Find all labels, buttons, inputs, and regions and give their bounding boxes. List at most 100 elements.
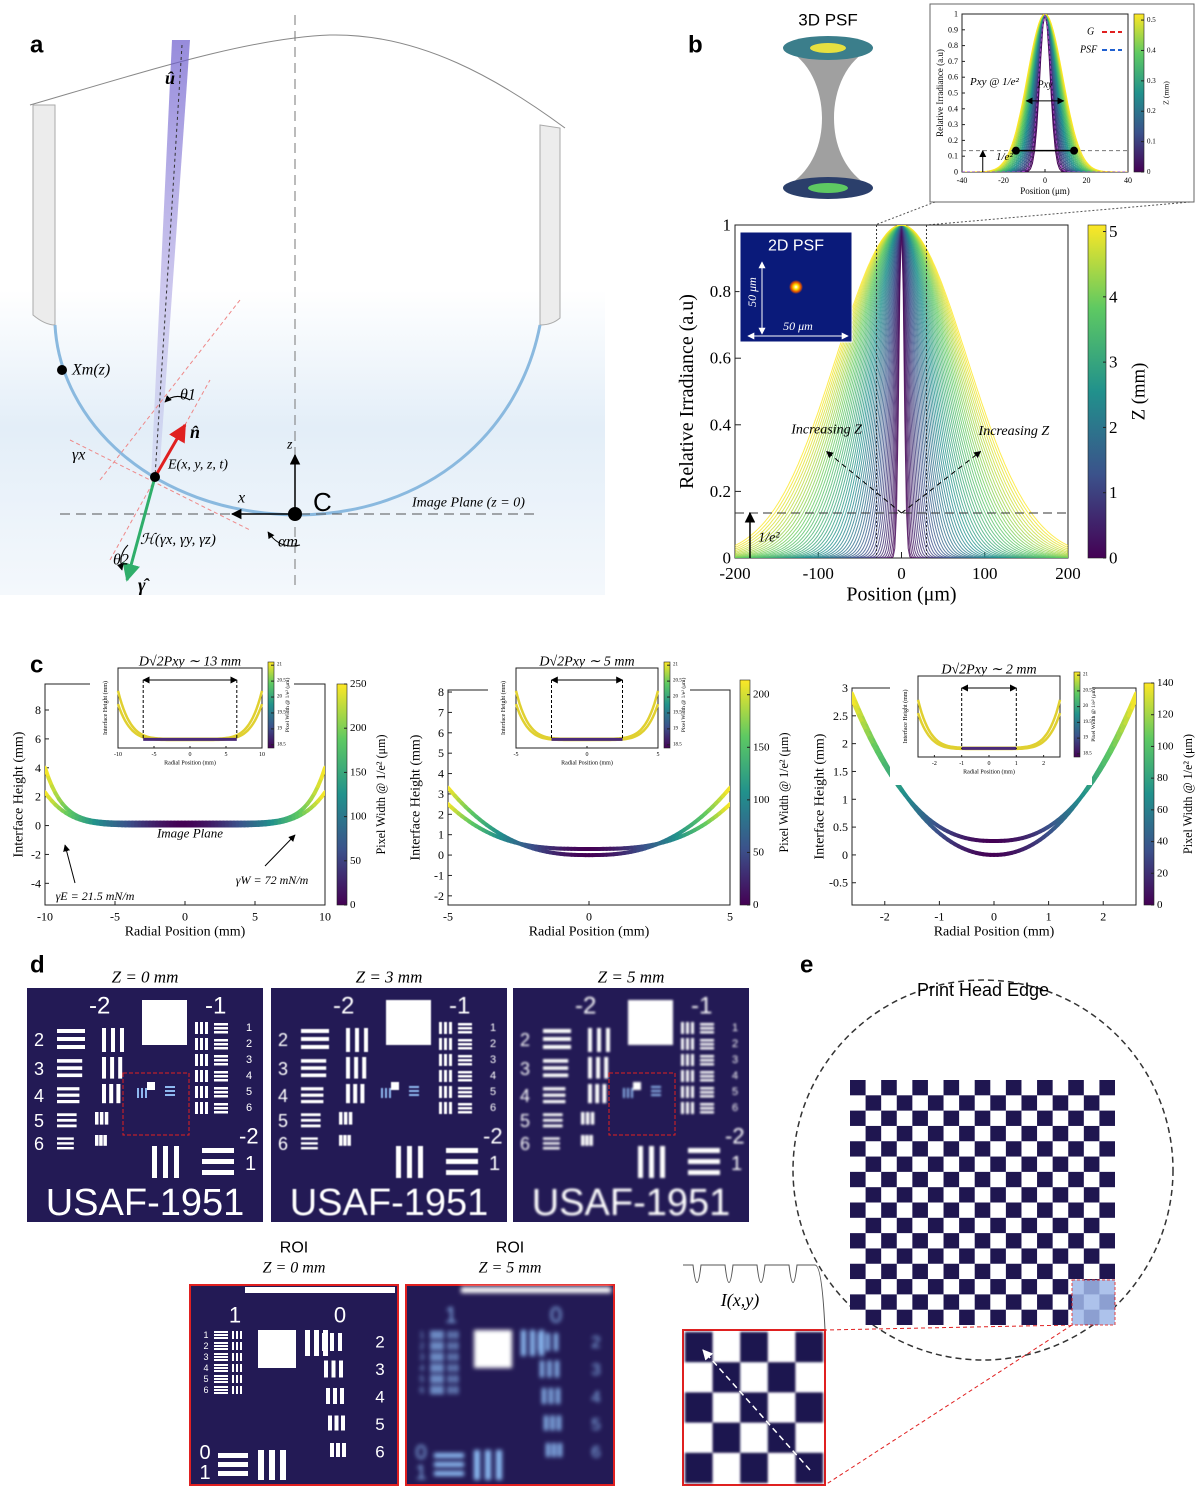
target-bar: [214, 1375, 228, 1377]
target-bar: [540, 1361, 544, 1378]
y-axis-label: Relative Irradiance (a.u): [676, 294, 698, 489]
target-bar: [591, 1112, 595, 1125]
scale-label: 50 μm: [745, 277, 759, 307]
target-bar: [57, 1119, 77, 1122]
roi-label: 1: [415, 1462, 426, 1484]
target-bar: [458, 1023, 472, 1026]
colorbar-tick-label: 0.1: [1147, 138, 1156, 146]
target-bar: [430, 1342, 444, 1344]
colorbar-tick-label: 3: [1109, 353, 1118, 372]
target-bar: [595, 1084, 599, 1103]
target-bar: [543, 1147, 560, 1149]
checker-cell: [850, 1264, 866, 1279]
y-tick-label: 0.8: [948, 41, 958, 50]
checker-cell: [1021, 1157, 1037, 1172]
target-label: 4: [490, 1070, 496, 1082]
panel-label: b: [688, 32, 703, 59]
roi-label: 6: [591, 1443, 600, 1462]
target-bar: [341, 1416, 345, 1431]
target-label: 5: [246, 1086, 252, 1098]
checker-cell: [1084, 1157, 1100, 1172]
target-bar: [543, 1094, 565, 1097]
annotation: ℋ(γx, γy, γz): [140, 532, 216, 548]
checker-cell: [897, 1248, 913, 1263]
target-bar: [205, 1070, 208, 1082]
target-bar: [214, 1087, 228, 1090]
y-tick-label: 1: [723, 216, 732, 235]
target-bar: [57, 1074, 82, 1078]
annotation: z: [286, 438, 293, 453]
target-bar: [152, 1146, 157, 1178]
target-bar: [700, 1075, 714, 1078]
target-bar: [214, 1364, 228, 1366]
target-bar: [360, 1084, 364, 1103]
target-bar: [434, 1471, 464, 1476]
colorbar-tick-label: 21: [673, 663, 679, 668]
target-bar: [588, 1028, 592, 1052]
target-bar: [581, 1112, 585, 1125]
x-tick-label: 1: [1046, 910, 1052, 924]
colorbar-tick-label: 150: [753, 741, 770, 753]
target-bar: [543, 1113, 563, 1116]
target-bar: [338, 1333, 342, 1351]
target-bar: [340, 1388, 344, 1404]
colorbar-tick-label: 250: [350, 678, 367, 690]
colorbar: [268, 662, 274, 748]
checker-cell: [1068, 1233, 1084, 1248]
checker-cell: [928, 1310, 944, 1325]
y-tick-label: 1: [842, 792, 848, 806]
target-bar: [543, 1119, 563, 1122]
checker-cell: [944, 1294, 960, 1309]
target-bar: [339, 1361, 343, 1378]
target-bar: [236, 1353, 238, 1361]
zoom-cell: [795, 1332, 823, 1362]
target-bar: [57, 1037, 85, 1041]
checker-cell: [1068, 1264, 1084, 1279]
checker-cell: [990, 1095, 1006, 1110]
target-bar: [546, 1443, 550, 1457]
y-axis-label: Interface Height (mm): [902, 690, 909, 744]
x-tick-label: -5: [514, 752, 519, 758]
target-bar: [686, 1054, 689, 1066]
target-bar: [214, 1367, 228, 1369]
zoom-cell: [685, 1332, 713, 1362]
colorbar-tick-label: 2: [1109, 418, 1118, 437]
checker-cell: [1006, 1233, 1022, 1248]
colorbar-label: Pixel Width @ 1/e² (μm): [1090, 687, 1097, 742]
colorbar-tick-label: 60: [1157, 804, 1169, 816]
roi-label: 3: [375, 1360, 384, 1379]
target-label: 1: [731, 1153, 742, 1175]
checker-cell: [944, 1111, 960, 1126]
target-bar: [458, 1059, 472, 1062]
target-bar: [409, 1094, 419, 1096]
x-tick-label: 40: [1124, 176, 1132, 185]
target-bar: [301, 1059, 326, 1063]
target-bar: [543, 1059, 568, 1063]
panel-title: Z = 0 mm: [112, 968, 179, 987]
target-bar: [430, 1356, 444, 1358]
colorbar-tick-label: 120: [1157, 709, 1174, 721]
annotation: θ1: [180, 387, 196, 404]
annotation: Image Plane (z = 0): [411, 496, 525, 511]
checker-cell: [1021, 1126, 1037, 1141]
y-tick-label: 0.9: [948, 25, 958, 34]
roi-label: 5: [203, 1374, 208, 1384]
y-tick-label: 5: [438, 746, 444, 760]
target-bar: [700, 1091, 714, 1094]
annotation: γE = 21.5 mN/m: [56, 889, 135, 903]
checker-cell: [866, 1126, 882, 1141]
target-bar: [240, 1386, 242, 1394]
y-tick-label: 3: [438, 787, 444, 801]
target-bar: [95, 1135, 99, 1146]
target-bar: [543, 1045, 571, 1049]
checker-cell: [912, 1203, 928, 1218]
y-tick-label: 6: [35, 732, 41, 746]
annotation: I(x,y): [720, 1290, 759, 1311]
target-square: [386, 1000, 431, 1045]
target-bar: [57, 1125, 77, 1128]
x-tick-label: 0: [988, 761, 991, 767]
target-bar: [236, 1342, 238, 1350]
checker-cell: [1037, 1080, 1053, 1095]
checker-cell: [944, 1233, 960, 1248]
colorbar-tick-label: 100: [753, 794, 770, 806]
